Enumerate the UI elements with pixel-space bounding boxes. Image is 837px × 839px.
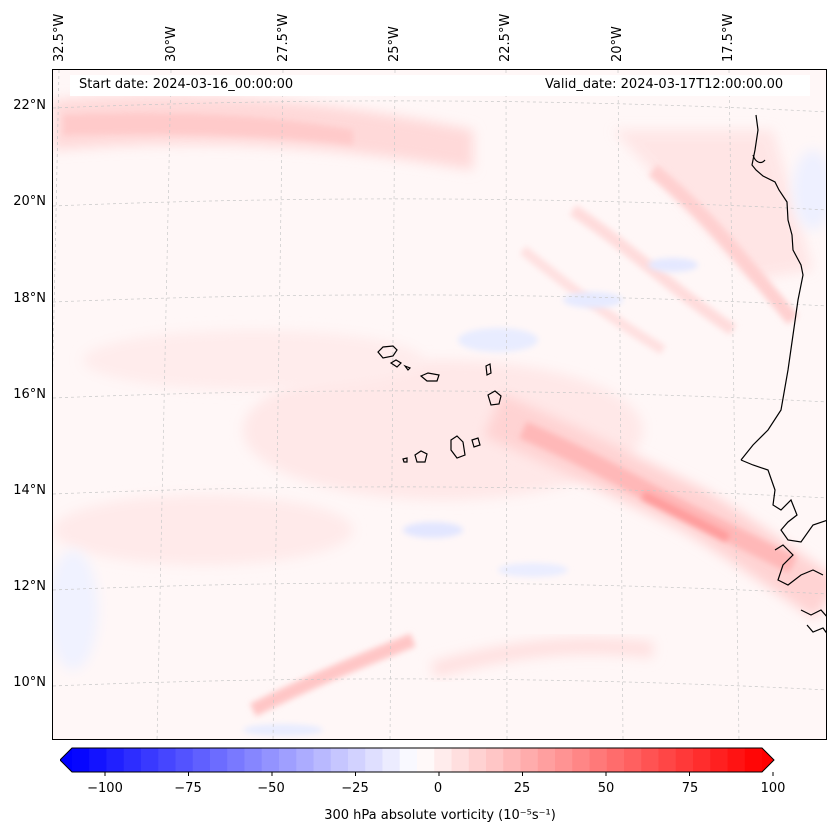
colorbar-cell (158, 748, 177, 772)
island-santo-antao (377, 345, 398, 359)
start-date-text: Start date: 2024-03-16_00:00:00 (79, 77, 294, 92)
colorbar-cell (624, 748, 642, 772)
gridlines (53, 70, 826, 739)
lat-label-10n: 10°N (13, 675, 46, 690)
lon-label-30w: 30°W (164, 26, 179, 62)
colorbar-cell (382, 748, 401, 772)
colorbar-cell (192, 748, 211, 772)
island-sao-nicolau (419, 372, 440, 382)
island-sal (485, 363, 492, 376)
colorbar-tick-label: 0 (433, 781, 443, 796)
colorbar (60, 747, 775, 776)
lon-label-22-5w: 22.5°W (498, 13, 513, 62)
colorbar-cell (261, 748, 280, 772)
colorbar-cell (537, 748, 556, 772)
colorbar-label: 300 hPa absolute vorticity (10⁻⁵s⁻¹) (324, 808, 556, 823)
colorbar-cell (123, 748, 142, 772)
island-sao-vicente (389, 359, 402, 368)
lat-label-14n: 14°N (13, 483, 46, 498)
valid-date-text: Valid_date: 2024-03-17T12:00:00.00 (545, 77, 784, 92)
colorbar-cell (710, 748, 729, 772)
vorticity-field (53, 95, 826, 736)
colorbar-cell (106, 748, 125, 772)
map-canvas (53, 70, 826, 739)
colorbar-cell (486, 748, 504, 772)
colorbar-cell (296, 748, 315, 772)
cape-verde-islands (377, 345, 502, 463)
colorbar-cell (141, 748, 159, 772)
colorbar-cell (279, 748, 297, 772)
colorbar-cell (744, 748, 763, 772)
colorbar-cell (313, 748, 332, 772)
colorbar-cell (210, 748, 228, 772)
colorbar-cell (365, 748, 384, 772)
colorbar-cell (348, 748, 366, 772)
coastline (740, 114, 826, 634)
colorbar-tick-label: 25 (513, 781, 531, 796)
colorbar-tick-label: −75 (174, 781, 202, 796)
colorbar-cell (658, 748, 677, 772)
lat-label-20n: 20°N (13, 194, 46, 209)
colorbar-cell (89, 748, 108, 772)
colorbar-cell (451, 748, 470, 772)
colorbar-cell (555, 748, 573, 772)
colorbar-tick-label: 50 (597, 781, 615, 796)
colorbar-tick-label: 75 (681, 781, 699, 796)
lat-label-12n: 12°N (13, 579, 46, 594)
colorbar-cell (244, 748, 263, 772)
colorbar-cell (330, 748, 349, 772)
lon-label-27-5w: 27.5°W (276, 13, 291, 62)
lon-label-20w: 20°W (610, 26, 625, 62)
vorticity-map (52, 69, 827, 740)
lon-label-25w: 25°W (387, 26, 402, 62)
island-boa-vista (487, 390, 502, 406)
colorbar-cell (227, 748, 246, 772)
island-maio (471, 437, 481, 448)
colorbar-cell (72, 748, 90, 772)
colorbar-tick-label: 100 (760, 781, 786, 796)
island-fogo (414, 450, 428, 463)
colorbar-cell (175, 748, 194, 772)
colorbar-cell (693, 748, 711, 772)
colorbar-cell (503, 748, 522, 772)
lon-label-17-5w: 17.5°W (721, 13, 736, 62)
colorbar-cell (399, 748, 418, 772)
colorbar-cell (589, 748, 608, 772)
colorbar-outline (60, 747, 775, 773)
lat-label-18n: 18°N (13, 291, 46, 306)
colorbar-cell (417, 748, 435, 772)
colorbar-cell (468, 748, 487, 772)
colorbar-max-extension (762, 748, 774, 772)
colorbar-tick-marks (104, 772, 774, 776)
lat-label-22n: 22°N (13, 98, 46, 113)
lat-label-16n: 16°N (13, 387, 46, 402)
island-santa-luzia (403, 364, 412, 371)
colorbar-cell (641, 748, 660, 772)
date-info-bar (70, 75, 810, 96)
colorbar-cell (572, 748, 591, 772)
island-brava (402, 457, 408, 463)
colorbar-tick-label: −25 (341, 781, 369, 796)
island-santiago (450, 435, 466, 459)
lon-label-32-5w: 32.5°W (52, 13, 67, 62)
colorbar-tick-label: −50 (257, 781, 285, 796)
colorbar-cell (520, 748, 539, 772)
colorbar-cell (675, 748, 694, 772)
colorbar-cell (434, 748, 453, 772)
colorbar-tick-label: −100 (87, 781, 123, 796)
colorbar-min-extension (60, 748, 72, 772)
colorbar-cell (606, 748, 625, 772)
colorbar-cell (727, 748, 746, 772)
colorbar-cells (72, 748, 763, 772)
